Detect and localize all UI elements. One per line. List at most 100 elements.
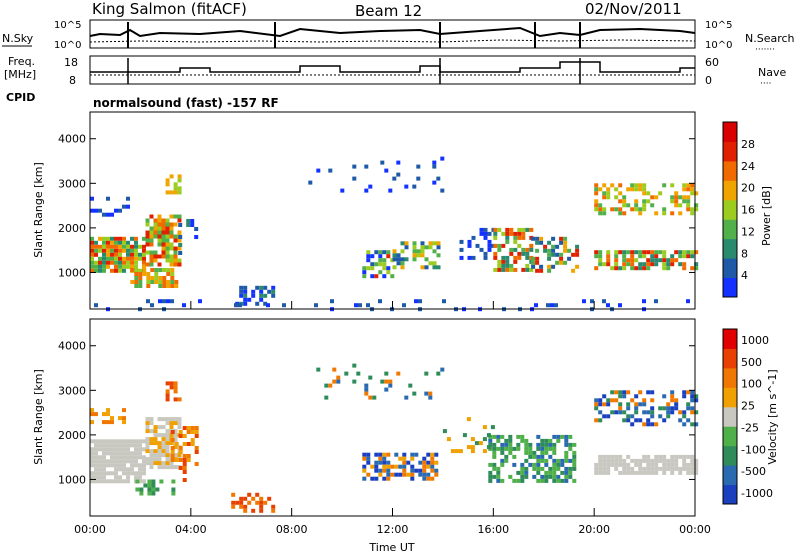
range-gate-cell — [386, 460, 391, 465]
range-gate-cell — [440, 156, 445, 161]
range-gate-cell — [259, 285, 264, 290]
range-gate-cell — [400, 249, 405, 254]
range-gate-cell — [165, 381, 170, 386]
range-gate-cell — [638, 262, 643, 267]
range-gate-cell — [428, 395, 433, 400]
range-gate-cell — [259, 289, 264, 294]
range-gate-cell — [173, 186, 178, 191]
range-gate-cell — [512, 446, 517, 451]
range-gate-cell — [454, 449, 459, 454]
range-gate-cell — [94, 475, 98, 480]
range-gate-cell — [336, 375, 341, 380]
range-gate-cell — [154, 280, 159, 284]
range-gate-cell — [654, 466, 659, 471]
range-gate-cell — [138, 471, 142, 476]
range-gate-cell — [517, 251, 522, 256]
range-gate-cell — [594, 462, 599, 467]
range-gate-cell — [488, 470, 493, 475]
range-gate-cell — [598, 211, 603, 216]
range-gate-cell — [678, 454, 683, 459]
range-gate-cell — [396, 253, 401, 258]
range-gate-cell — [145, 449, 150, 454]
range-gate-cell — [106, 479, 110, 484]
range-gate-cell — [165, 182, 170, 187]
range-gate-cell — [567, 248, 572, 253]
range-gate-cell — [94, 439, 98, 444]
range-gate-cell — [142, 463, 146, 468]
range-gate-cell — [190, 219, 195, 223]
range-gate-cell — [622, 410, 627, 415]
range-gate-cell — [138, 280, 143, 284]
range-gate-cell — [138, 256, 142, 261]
range-gate-cell — [594, 406, 599, 411]
range-gate-cell — [142, 447, 146, 452]
range-gate-cell — [130, 471, 134, 476]
range-gate-cell — [650, 458, 655, 463]
range-gate-cell — [165, 441, 170, 446]
range-gate-cell — [532, 466, 537, 471]
range-gate-cell — [186, 426, 191, 430]
range-gate-cell — [450, 449, 455, 454]
range-gate-cell — [500, 434, 505, 439]
range-gate-cell — [98, 479, 102, 484]
colorbar-tick-label: 12 — [741, 225, 755, 238]
colorbar-tick-label: 8 — [741, 247, 748, 260]
range-gate-cell — [94, 260, 98, 265]
range-gate-cell — [177, 421, 182, 426]
range-gate-cell — [186, 454, 191, 458]
y-tick-label: 2000 — [58, 222, 86, 235]
range-gate-cell — [467, 243, 472, 248]
range-gate-cell — [670, 390, 675, 395]
range-gate-cell — [682, 250, 687, 255]
range-gate-cell — [394, 452, 399, 457]
range-gate-cell — [501, 231, 506, 236]
range-gate-cell — [174, 442, 179, 446]
colorbar-segment — [723, 180, 737, 201]
range-gate-cell — [126, 264, 130, 269]
range-gate-cell — [378, 468, 383, 473]
range-gate-cell — [690, 398, 695, 403]
range-gate-cell — [169, 385, 174, 390]
range-gate-cell — [178, 458, 183, 462]
range-gate-cell — [568, 446, 573, 451]
range-gate-cell — [524, 442, 529, 447]
nave-ytick-right-top: 60 — [705, 56, 719, 69]
range-gate-cell — [130, 252, 134, 257]
range-gate-cell — [102, 244, 106, 249]
colorbar-tick-label: 28 — [741, 138, 755, 151]
range-gate-cell — [170, 299, 174, 304]
range-gate-cell — [416, 249, 421, 254]
range-gate-cell — [149, 437, 154, 442]
range-gate-cell — [467, 255, 472, 260]
range-gate-cell — [513, 267, 518, 272]
range-gate-cell — [521, 235, 526, 240]
range-gate-cell — [559, 240, 564, 245]
range-gate-cell — [174, 280, 179, 284]
range-gate-cell — [161, 461, 166, 466]
range-gate-cell — [94, 467, 98, 472]
range-gate-cell — [501, 259, 506, 264]
range-gate-cell — [564, 438, 569, 443]
range-gate-cell — [598, 187, 603, 192]
range-gate-cell — [239, 496, 244, 501]
range-gate-cell — [126, 471, 130, 476]
range-gate-cell — [686, 195, 691, 200]
range-gate-cell — [638, 254, 643, 259]
range-gate-cell — [177, 218, 182, 223]
range-gate-cell — [90, 208, 94, 213]
range-gate-cell — [479, 231, 484, 236]
range-gate-cell — [134, 443, 138, 448]
range-gate-cell — [145, 250, 150, 255]
range-gate-cell — [150, 303, 154, 308]
range-gate-cell — [149, 465, 154, 470]
range-gate-cell — [575, 244, 580, 249]
range-gate-cell — [153, 218, 158, 223]
noise-ytick-right-top: 10^5 — [705, 20, 732, 31]
range-gate-cell — [386, 468, 391, 473]
range-gate-cell — [622, 254, 627, 259]
nsearch-dots: ······· — [755, 45, 775, 55]
range-gate-cell — [126, 244, 130, 249]
range-gate-cell — [259, 496, 264, 501]
range-gate-cell — [271, 293, 276, 298]
range-gate-cell — [555, 260, 560, 265]
